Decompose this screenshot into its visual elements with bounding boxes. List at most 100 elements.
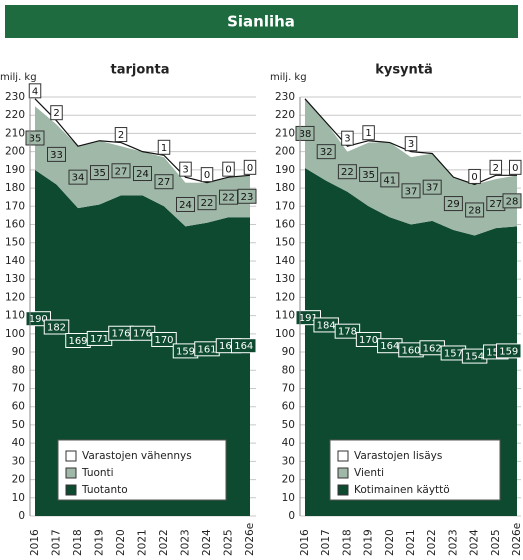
- label-box: [337, 164, 357, 180]
- x-tick-label: 2017: [51, 529, 63, 556]
- y-tick-label: 10: [12, 492, 25, 504]
- y-tick-label: 0: [18, 510, 25, 522]
- title-bar: [5, 5, 518, 38]
- y-tick-label: 30: [12, 455, 25, 467]
- y-tick-label: 180: [275, 182, 295, 194]
- x-tick-label: 2024: [469, 529, 481, 556]
- label-box: [114, 127, 128, 143]
- y-tick-label: 120: [275, 291, 295, 303]
- x-tick-label: 2019: [363, 529, 375, 556]
- data-label: 3: [408, 139, 414, 150]
- data-label: 164: [219, 341, 238, 352]
- x-tick-label: 2019: [94, 529, 106, 556]
- label-box: [154, 174, 174, 190]
- legend-label: Varastojen lisäys: [354, 450, 442, 462]
- y-tick-label: 10: [282, 492, 295, 504]
- data-label: 37: [405, 186, 418, 197]
- label-box: [47, 146, 66, 162]
- y-tick-label: 200: [5, 146, 25, 158]
- legend-label: Kotimainen käyttö: [354, 484, 450, 496]
- data-label: 164: [380, 341, 399, 352]
- data-label: 159: [176, 346, 195, 357]
- data-label: 2: [53, 108, 59, 119]
- y-tick-label: 190: [275, 164, 295, 176]
- y-tick-label: 210: [5, 127, 25, 139]
- label-box: [341, 130, 354, 146]
- x-tick-label: 2016: [29, 529, 41, 556]
- data-label: 0: [225, 165, 231, 176]
- label-box: [90, 165, 109, 181]
- label-box: [443, 196, 463, 212]
- data-label: 4: [32, 86, 38, 97]
- label-box: [465, 202, 485, 218]
- legend: [329, 439, 501, 501]
- label-box: [502, 193, 522, 209]
- y-tick-label: 180: [5, 182, 25, 194]
- y-tick-label: 110: [275, 310, 295, 322]
- y-tick-label: 170: [275, 200, 295, 212]
- data-label: 33: [50, 150, 63, 161]
- y-tick-label: 110: [5, 310, 25, 322]
- chart-title: kysyntä: [375, 63, 433, 78]
- label-box: [157, 139, 171, 155]
- y-tick-label: 130: [275, 273, 295, 285]
- legend: [57, 439, 227, 501]
- y-tick-label: 100: [275, 328, 295, 340]
- label-box: [179, 161, 192, 177]
- legend-label: Tuonti: [81, 467, 114, 479]
- label-box: [468, 168, 481, 184]
- y-tick-label: 100: [5, 328, 25, 340]
- y-tick-label: 170: [5, 200, 25, 212]
- label-box: [68, 169, 88, 185]
- y-tick-label: 230: [5, 91, 25, 103]
- label-box: [362, 125, 375, 141]
- x-tick-label: 2018: [341, 529, 353, 556]
- data-label: 22: [222, 193, 235, 204]
- data-label: 29: [447, 199, 460, 210]
- y-tick-label: 220: [275, 109, 295, 121]
- data-label: 28: [506, 196, 519, 207]
- y-tick-label: 60: [12, 401, 25, 413]
- label-box: [50, 105, 63, 121]
- y-tick-label: 150: [275, 237, 295, 249]
- data-label: 0: [247, 163, 253, 174]
- data-label: 191: [299, 313, 318, 324]
- y-tick-label: 200: [275, 146, 295, 158]
- y-tick-label: 90: [282, 346, 295, 358]
- x-tick-label: 2026e: [511, 523, 523, 556]
- data-label: 161: [197, 344, 216, 355]
- x-tick-label: 2021: [405, 529, 417, 556]
- y-axis-label: milj. kg: [270, 72, 307, 83]
- x-tick-label: 2017: [320, 529, 332, 556]
- data-label: 0: [512, 163, 518, 174]
- legend-swatch: [65, 484, 77, 496]
- label-box: [509, 159, 522, 175]
- area: [305, 98, 517, 236]
- data-label: 41: [383, 175, 396, 186]
- data-label: 169: [68, 336, 87, 347]
- data-label: 24: [179, 200, 192, 211]
- data-label: 27: [158, 177, 171, 188]
- data-label: 182: [47, 323, 66, 334]
- label-box: [316, 144, 336, 160]
- y-tick-label: 50: [12, 419, 25, 431]
- legend-swatch: [337, 467, 349, 479]
- y-axis-label: milj. kg: [0, 72, 37, 83]
- y-tick-label: 70: [12, 382, 25, 394]
- data-label: 170: [359, 335, 378, 346]
- data-label: 28: [468, 205, 481, 216]
- y-tick-label: 80: [282, 364, 295, 376]
- label-box: [243, 159, 257, 175]
- legend-swatch: [337, 484, 349, 496]
- label-box: [111, 163, 131, 179]
- data-label: 38: [299, 129, 312, 140]
- data-label: 3: [344, 134, 350, 145]
- data-label: 34: [72, 173, 85, 184]
- y-tick-label: 90: [12, 346, 25, 358]
- legend-swatch: [337, 450, 349, 462]
- top-line: [304, 98, 517, 186]
- y-tick-label: 150: [5, 237, 25, 249]
- x-tick-label: 2020: [384, 529, 396, 556]
- y-tick-label: 80: [12, 364, 25, 376]
